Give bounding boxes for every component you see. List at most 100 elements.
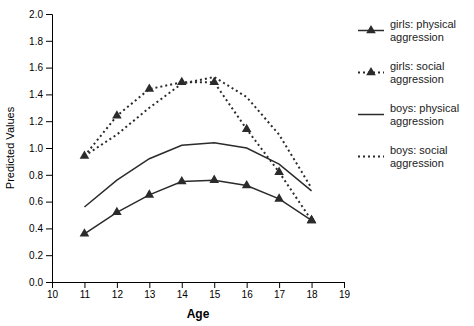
tick-label: 0.6: [29, 196, 43, 207]
tick: 19: [339, 282, 351, 300]
tick: 0.6: [29, 196, 52, 207]
tick-label: 0.0: [29, 277, 43, 288]
line: [84, 82, 311, 220]
tick-label: 1.6: [29, 62, 43, 73]
legend-item: boys: socialaggression: [358, 144, 447, 169]
tick: 0.4: [29, 223, 52, 234]
legend-label: girls: socialaggression: [390, 60, 444, 85]
tick: 14: [177, 282, 189, 300]
tick-label: 0.2: [29, 250, 43, 261]
legend-label: boys: socialaggression: [390, 144, 447, 169]
tick-label: 18: [306, 289, 318, 300]
tick: 12: [112, 282, 124, 300]
tick-mark: [46, 41, 52, 42]
legend-label: boys: physicalaggression: [390, 102, 459, 127]
tick: 2.0: [29, 9, 52, 20]
tick-mark: [46, 228, 52, 229]
x-axis-title: Age: [187, 307, 210, 321]
tick-mark: [279, 282, 280, 288]
tick-label: 17: [274, 289, 286, 300]
series: [84, 143, 311, 207]
tick-mark: [344, 282, 345, 288]
tick-mark: [46, 68, 52, 69]
tick-label: 19: [339, 289, 351, 300]
line: [84, 143, 311, 207]
legend-swatch: [358, 114, 384, 116]
legend: girls: physicalaggression girls: socialag…: [358, 18, 459, 169]
series: [80, 77, 317, 223]
tick: 10: [47, 282, 59, 300]
tick-mark: [312, 282, 313, 288]
axis-domain: [53, 283, 345, 289]
marker: [112, 110, 122, 118]
marker: [274, 193, 284, 201]
line: [84, 180, 311, 234]
tick-mark: [46, 148, 52, 149]
tick: 0.2: [29, 250, 52, 261]
tick: 1.2: [29, 116, 52, 127]
series: [84, 77, 311, 188]
tick: 1.0: [29, 143, 52, 154]
marker: [145, 83, 155, 91]
tick: 1.8: [29, 36, 52, 47]
tick-mark: [117, 282, 118, 288]
legend-marker: [366, 67, 376, 75]
plot-area: 10 11 12 13 14 15 16 17 18 19 0.0 0.2 0.4 0.6 0.8 1.0 1.…: [29, 9, 350, 300]
tick: 1.4: [29, 89, 52, 100]
tick: 16: [242, 282, 254, 300]
tick-mark: [46, 202, 52, 203]
tick-mark: [84, 282, 85, 288]
tick-mark: [46, 94, 52, 95]
tick: 11: [80, 282, 91, 300]
tick: 18: [306, 282, 318, 300]
y-axis-title: Predicted Values: [4, 106, 16, 189]
marker: [145, 189, 155, 197]
tick-label: 0.4: [29, 223, 43, 234]
y-axis: 0.0 0.2 0.4 0.6 0.8 1.0 1.2 1.4 1.6 1.8 2.0: [29, 9, 52, 288]
tick: 17: [274, 282, 286, 300]
tick: 13: [144, 282, 156, 300]
tick-label: 11: [80, 289, 91, 300]
marker: [242, 124, 252, 132]
tick: 15: [209, 282, 221, 300]
tick-label: 12: [112, 289, 124, 300]
tick-mark: [46, 255, 52, 256]
tick-mark: [182, 282, 183, 288]
tick-label: 1.2: [29, 116, 43, 127]
tick-label: 13: [144, 289, 156, 300]
chart: 10 11 12 13 14 15 16 17 18 19 0.0 0.2 0.4 0.6 0.8 1.0 1.…: [0, 0, 474, 326]
tick-mark: [46, 282, 52, 283]
tick-mark: [247, 282, 248, 288]
tick-label: 1.0: [29, 143, 43, 154]
marker: [307, 215, 317, 223]
legend-label: girls: physicalaggression: [390, 18, 456, 43]
axis-domain: [46, 15, 53, 283]
legend-swatch: [358, 156, 384, 158]
tick-mark: [46, 121, 52, 122]
marker: [177, 176, 187, 184]
line: [84, 77, 311, 188]
legend-item: girls: physicalaggression: [358, 18, 456, 43]
marker: [80, 228, 90, 236]
marker: [242, 180, 252, 188]
legend-item: girls: socialaggression: [358, 60, 444, 85]
tick-label: 1.8: [29, 36, 43, 47]
tick-mark: [214, 282, 215, 288]
tick-label: 16: [242, 289, 254, 300]
series-group: [80, 77, 317, 237]
tick-mark: [46, 14, 52, 15]
marker: [209, 175, 219, 183]
legend-marker: [366, 25, 376, 33]
tick-mark: [149, 282, 150, 288]
marker: [307, 215, 317, 223]
x-axis: 10 11 12 13 14 15 16 17 18 19: [47, 282, 351, 300]
tick-label: 2.0: [29, 9, 43, 20]
legend-item: boys: physicalaggression: [358, 102, 459, 127]
tick-mark: [46, 175, 52, 176]
tick-label: 15: [209, 289, 221, 300]
tick: 1.6: [29, 62, 52, 73]
tick-label: 1.4: [29, 89, 43, 100]
series: [80, 175, 317, 237]
tick: 0.0: [29, 277, 52, 288]
tick-label: 0.8: [29, 170, 43, 181]
